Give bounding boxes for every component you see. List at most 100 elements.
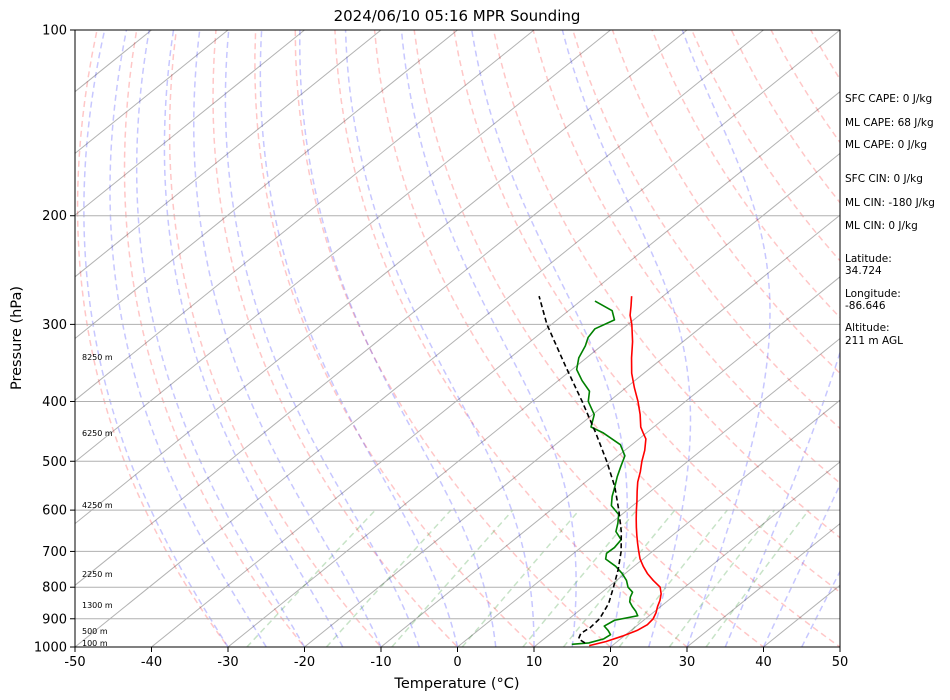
y-tick-label: 400 [42,395,67,410]
dry-adiabat-line [254,30,536,647]
mixing-ratio-line [522,509,638,647]
moist-adiabat-line [83,30,229,647]
isotherm-line [75,30,382,278]
height-labels: 8250 m 6250 m 4250 m 2250 m 1300 m 500 m… [82,353,113,648]
dry-adiabat-line [373,30,765,647]
dry-adiabat-line [168,30,383,647]
isotherm-line [75,30,611,463]
moist-adiabat-line [400,30,577,647]
y-tick-label: 900 [42,612,67,627]
isotherm-line [227,152,840,647]
dry-adiabat-line [492,30,840,539]
y-tick-label: 1000 [34,641,67,656]
latitude-value: 34.724 [845,265,882,277]
chart-title: 2024/06/10 05:16 MPR Sounding [334,7,581,25]
x-tick-label: 10 [526,655,543,670]
x-tick-label: 40 [755,655,772,670]
background-lines [75,30,840,647]
dry-adiabat-line [651,30,840,319]
height-label-1300: 1300 m [82,601,113,610]
y-tick-label: 700 [42,545,67,560]
altitude-label: Altitude: [845,322,890,334]
isotherm-line [75,30,688,525]
isotherm-line [304,214,840,647]
moist-adiabat-line [470,30,629,647]
dry-adiabat-line [611,30,840,375]
isotherm-line [75,30,458,340]
isotherm-line [457,337,840,647]
isotherm-line [75,30,305,216]
ml-cin-text-2: ML CIN: 0 J/kg [845,220,918,232]
mixing-ratio-line [391,509,514,647]
dry-adiabat-line [532,30,840,485]
isotherm-line [75,30,764,586]
isotherm-line [610,461,840,647]
x-axis-title: Temperature (°C) [393,676,519,692]
dewpoint-line [571,300,639,646]
moist-adiabat-line [299,30,497,647]
ml-cin-text-1: ML CIN: -180 J/kg [845,197,935,209]
x-tick-label: 0 [453,655,461,670]
moist-adiabat-line [681,30,771,647]
x-tick-label: -40 [141,655,162,670]
y-tick-label: 800 [42,581,67,596]
temperature-line [589,296,662,647]
y-axis: 1000 900 800 700 600 500 400 300 200 100 [34,24,75,656]
isotherm-line [686,522,840,647]
x-tick-label: 30 [679,655,696,670]
isotherm-line [75,30,840,647]
mixing-ratio-line [562,509,676,647]
x-tick-label: 50 [832,655,849,670]
moist-adiabat-line [259,30,459,647]
dry-adiabat-line [212,30,459,647]
moist-adiabat-line [344,30,535,647]
x-axis: -50 -40 -30 -20 -10 0 10 20 30 40 50 [64,647,848,670]
series-layer [538,295,662,647]
ml-cape-text-1: ML CAPE: 68 J/kg [845,117,934,129]
height-label-4250: 4250 m [82,501,113,510]
pressure-gridlines [75,215,840,620]
moist-adiabat-line [193,30,382,647]
mixing-ratio-line [461,509,580,647]
sfc-cin-text: SFC CIN: 0 J/kg [845,173,923,185]
longitude-value: -86.646 [845,300,886,312]
dry-adiabat-line [413,30,840,647]
ml-cape-text-2: ML CAPE: 0 J/kg [845,139,927,151]
sfc-cape-text: SFC CAPE: 0 J/kg [845,93,932,105]
height-label-100: 100 m [82,639,108,648]
isotherm-line [533,399,840,647]
x-tick-label: 20 [602,655,619,670]
dry-adiabat-line [294,30,612,647]
isotherm-line [151,91,840,647]
height-label-2250: 2250 m [82,570,113,579]
y-tick-label: 100 [42,24,67,39]
latitude-label: Latitude: [845,253,892,265]
x-tick-label: -10 [370,655,391,670]
dry-adiabat-line [334,30,689,647]
x-tick-label: -50 [64,655,85,670]
moist-adiabat-line [135,30,306,647]
isotherm-line [380,276,840,647]
height-label-500: 500 m [82,627,108,636]
y-axis-title: Pressure (hPa) [9,286,25,390]
dry-adiabat-line [572,30,840,430]
moist-adiabat-line [561,30,692,647]
isotherm-line [75,30,535,401]
moist-adiabat-line [163,30,344,647]
y-tick-label: 300 [42,318,67,333]
dry-adiabat-line [76,30,229,647]
mixing-ratio-line [246,509,376,647]
height-label-8250: 8250 m [82,353,113,362]
isotherm-line [75,30,229,155]
longitude-label: Longitude: [845,288,901,300]
y-tick-label: 600 [42,504,67,519]
moist-adiabat-line [109,30,267,647]
sounding-parameters: SFC CAPE: 0 J/kg ML CAPE: 68 J/kg ML CAP… [845,93,935,347]
x-tick-label: -20 [294,655,315,670]
y-tick-label: 500 [42,455,67,470]
x-tick-label: -30 [217,655,238,670]
moist-adiabat-line [724,30,840,647]
y-tick-label: 200 [42,209,67,224]
moist-adiabat-line [224,30,420,647]
